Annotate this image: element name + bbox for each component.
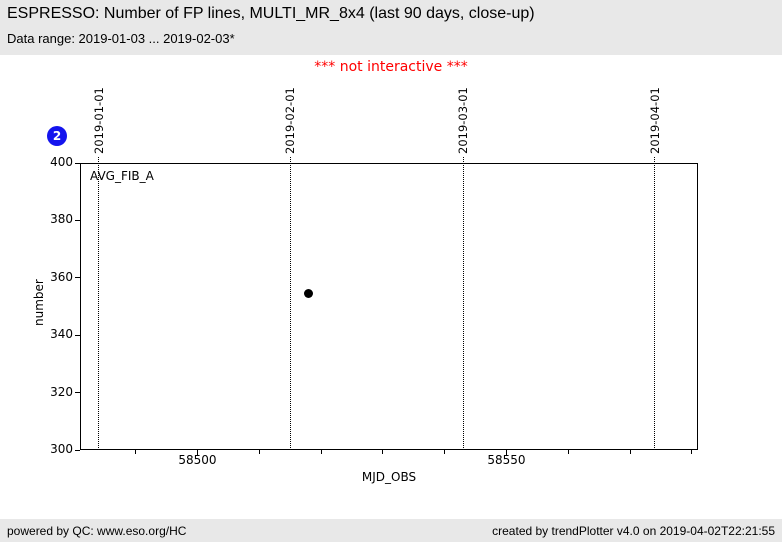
not-interactive-notice: *** not interactive *** xyxy=(314,59,468,75)
date-gridline xyxy=(654,157,656,450)
data-point xyxy=(304,289,314,299)
date-gridline xyxy=(462,157,464,450)
data-range-subtitle: Data range: 2019-01-03 ... 2019-02-03* xyxy=(7,31,235,46)
y-tick-label: 400 xyxy=(50,155,73,169)
date-gridline-label: 2019-02-01 xyxy=(283,87,298,154)
y-axis-tick xyxy=(75,392,80,394)
y-axis-tick xyxy=(75,334,80,336)
x-axis-minor-tick xyxy=(629,450,631,454)
x-tick-label: 58500 xyxy=(178,453,217,467)
date-gridline xyxy=(98,157,100,450)
footer-powered-by: powered by QC: www.eso.org/HC xyxy=(7,523,187,538)
y-axis-tick xyxy=(75,162,80,164)
date-gridline-label: 2019-03-01 xyxy=(456,87,471,154)
date-gridline xyxy=(289,157,291,450)
x-axis-minor-tick xyxy=(258,450,260,454)
page-title: ESPRESSO: Number of FP lines, MULTI_MR_8… xyxy=(7,5,535,22)
y-tick-label: 300 xyxy=(50,442,73,456)
x-tick-label: 58550 xyxy=(487,453,526,467)
score-badge[interactable]: 2 xyxy=(47,126,67,146)
x-axis-minor-tick xyxy=(382,450,384,454)
x-axis-minor-tick xyxy=(444,450,446,454)
series-label: AVG_FIB_A xyxy=(90,169,154,183)
footer-band: powered by QC: www.eso.org/HC created by… xyxy=(0,519,782,542)
date-gridline-label: 2019-01-01 xyxy=(91,87,106,154)
x-axis-major-tick xyxy=(505,450,507,455)
x-axis-minor-tick xyxy=(691,450,693,454)
y-axis-tick xyxy=(75,277,80,279)
x-axis-label: MJD_OBS xyxy=(361,470,417,484)
x-axis-minor-tick xyxy=(135,450,137,454)
x-axis-major-tick xyxy=(196,450,198,455)
header-band: ESPRESSO: Number of FP lines, MULTI_MR_8… xyxy=(0,0,782,55)
y-axis-tick xyxy=(75,449,80,451)
y-tick-label: 320 xyxy=(50,384,73,399)
y-tick-label: 380 xyxy=(50,212,73,227)
y-tick-label: 340 xyxy=(50,327,73,342)
x-axis-minor-tick xyxy=(567,450,569,454)
y-axis-tick xyxy=(75,219,80,221)
footer-created-by: created by trendPlotter v4.0 on 2019-04-… xyxy=(492,523,775,538)
date-gridline-label: 2019-04-01 xyxy=(647,87,662,154)
plot-box xyxy=(80,163,698,450)
x-axis-minor-tick xyxy=(320,450,322,454)
y-tick-label: 360 xyxy=(50,269,73,284)
y-axis-label: number xyxy=(32,279,46,326)
